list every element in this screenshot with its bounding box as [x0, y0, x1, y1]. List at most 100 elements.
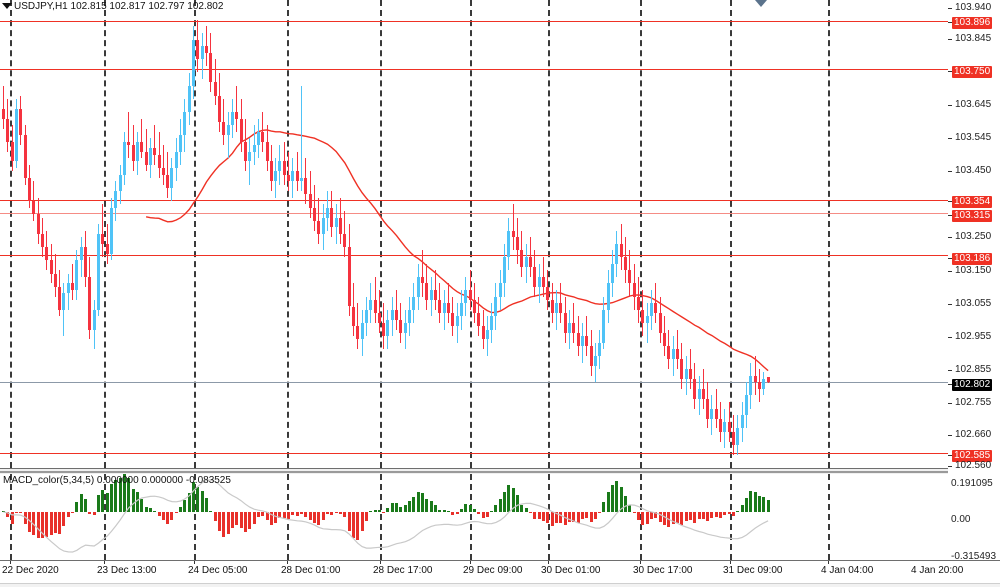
- candle-body: [19, 108, 23, 136]
- macd-histogram-bar: [559, 512, 563, 523]
- candle-body: [88, 276, 92, 330]
- time-axis-label: 29 Dec 09:00: [463, 565, 523, 576]
- candle-body: [338, 217, 342, 234]
- macd-histogram-bar: [472, 508, 476, 512]
- macd-pane[interactable]: [0, 474, 948, 560]
- candle-body: [598, 342, 602, 356]
- horizontal-level-line[interactable]: [0, 453, 948, 454]
- macd-histogram-bar: [494, 504, 498, 512]
- candle-wick: [296, 151, 298, 192]
- macd-histogram-bar: [127, 478, 131, 512]
- candle-body: [628, 270, 632, 284]
- candle-wick: [3, 85, 4, 129]
- price-scale-label: 102.560: [955, 460, 992, 471]
- moving-average-line: [145, 129, 769, 372]
- macd-histogram-bar: [546, 512, 550, 524]
- macd-histogram-bar: [92, 512, 96, 515]
- macd-histogram-bar: [498, 499, 502, 512]
- macd-histogram-bar: [628, 505, 632, 512]
- time-axis-tick: [548, 561, 549, 564]
- time-axis[interactable]: 22 Dec 2020 23 Dec 13:00 24 Dec 05:00 28 De…: [0, 560, 1000, 587]
- price-scale-tick: [948, 138, 952, 139]
- candle-body: [434, 290, 437, 300]
- macd-histogram-bar: [619, 486, 623, 512]
- macd-histogram-bar: [14, 512, 18, 513]
- horizontal-level-line[interactable]: [0, 255, 948, 256]
- horizontal-level-line[interactable]: [0, 69, 948, 70]
- candle-wick: [378, 290, 380, 333]
- candle-body: [503, 257, 507, 284]
- candle-body: [110, 207, 113, 254]
- macd-histogram-bar: [542, 512, 545, 521]
- macd-histogram-bar: [516, 495, 520, 512]
- candle-body: [477, 313, 481, 327]
- candle-body: [382, 322, 386, 337]
- macd-histogram-bar: [213, 512, 217, 521]
- candle-wick: [447, 283, 449, 323]
- candle-body: [537, 276, 541, 287]
- candle-body: [326, 207, 329, 218]
- price-scale[interactable]: 103.940 103.896 103.845 103.750 103.645 103.5…: [948, 0, 1000, 560]
- macd-histogram-bar: [265, 512, 269, 520]
- horizontal-level-line[interactable]: [0, 21, 948, 22]
- macd-histogram-bar: [602, 501, 606, 512]
- candle-body: [758, 382, 761, 389]
- candle-body: [196, 39, 200, 60]
- price-pane[interactable]: [0, 0, 948, 468]
- candle-body: [40, 234, 44, 248]
- macd-histogram-bar: [313, 512, 317, 523]
- candle-body: [32, 201, 36, 215]
- level-price-label: 103.315: [952, 210, 993, 222]
- candle-body: [291, 171, 295, 182]
- macd-histogram-bar: [446, 511, 450, 512]
- macd-histogram-bar: [282, 512, 286, 519]
- candle-body: [632, 283, 636, 297]
- macd-histogram-bar: [490, 511, 494, 512]
- price-scale-label: 103.150: [955, 265, 992, 276]
- macd-histogram-bar: [563, 512, 567, 526]
- candle-body: [408, 309, 412, 323]
- candle-wick: [214, 59, 216, 106]
- macd-histogram-bar: [377, 510, 381, 512]
- chart-dropdown-arrow-icon[interactable]: [2, 3, 12, 9]
- macd-histogram-bar: [753, 492, 757, 512]
- candle-body: [701, 388, 705, 399]
- candle-body: [49, 260, 53, 274]
- macd-scale-mid: 0.00: [951, 514, 971, 525]
- candle-body: [766, 377, 770, 382]
- candle-body: [494, 296, 498, 317]
- macd-histogram-bar: [710, 512, 714, 518]
- candle-wick: [63, 283, 65, 337]
- macd-histogram-bar: [403, 505, 407, 512]
- candle-body: [710, 408, 714, 419]
- macd-histogram-bar: [317, 512, 321, 526]
- macd-histogram-bar: [140, 498, 144, 512]
- current-price-line[interactable]: [0, 382, 948, 383]
- candle-body: [593, 355, 597, 366]
- time-axis-label: 23 Dec 13:00: [97, 565, 157, 576]
- horizontal-level-line[interactable]: [0, 200, 948, 201]
- time-axis-label: 30 Dec 01:00: [541, 565, 601, 576]
- price-gridline: [470, 0, 472, 468]
- candle-body: [200, 46, 204, 60]
- macd-histogram-bar: [32, 512, 36, 536]
- macd-histogram-bar: [680, 512, 684, 525]
- symbol-ohlc-label: USDJPY,H1 102.815 102.817 102.797 102.80…: [14, 1, 224, 12]
- horizontal-level-line[interactable]: [0, 213, 948, 214]
- candle-wick: [301, 85, 303, 192]
- macd-scale-top: 0.191095: [951, 478, 993, 489]
- macd-histogram-bar: [412, 497, 416, 512]
- macd-histogram-bar: [416, 491, 420, 512]
- candle-body: [356, 326, 360, 340]
- candle-body: [66, 283, 70, 294]
- candle-body: [179, 135, 183, 152]
- macd-histogram-bar: [58, 512, 62, 534]
- candle-body: [662, 332, 666, 347]
- candle-body: [421, 276, 425, 284]
- candle-body: [373, 299, 377, 314]
- candle-body: [174, 151, 178, 169]
- macd-histogram-bar: [408, 501, 412, 512]
- candle-body: [611, 263, 615, 284]
- macd-histogram-bar: [321, 512, 325, 520]
- level-price-label: 103.186: [952, 253, 993, 265]
